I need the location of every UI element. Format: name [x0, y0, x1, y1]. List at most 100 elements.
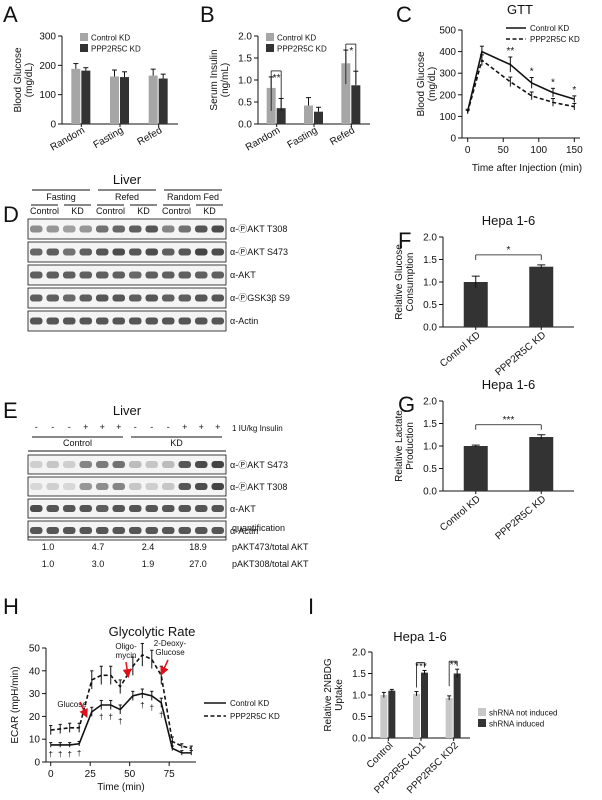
- bar-not-induced: [413, 693, 420, 738]
- sig-label: ***: [415, 661, 427, 672]
- blot-e-row-band: [128, 527, 142, 534]
- y-tick-label: 1.5: [423, 419, 437, 430]
- blot-e-row-band: [194, 505, 208, 512]
- blot-d-row-band: [112, 225, 126, 233]
- blot-d-row-band: [29, 294, 43, 302]
- blot-d-row-band: [128, 225, 142, 233]
- blot-e-row-band: [211, 527, 225, 534]
- blot-e-row-band: [95, 505, 109, 512]
- blot-d-row-band: [145, 248, 159, 256]
- blot-d-row-band: [194, 317, 208, 325]
- panel-g: G 0.0 0.5 1.0 1.5 2.0 Relative LactateProducti…: [394, 377, 574, 542]
- bar-refed-control: [341, 63, 351, 124]
- blot-e-row-band: [161, 527, 175, 534]
- blot-e-row-band: [46, 527, 60, 534]
- y-axis-label-line: Relative 2NBDG: [323, 658, 334, 732]
- blot-d-row-band: [79, 271, 93, 279]
- y-tick-label: 1.5: [423, 255, 437, 266]
- annotation-line: 2-Deoxy-: [154, 639, 187, 648]
- legend-label: shRNA not induced: [489, 709, 558, 718]
- blot-e-row-band: [128, 483, 142, 490]
- blot-d-row-band: [79, 225, 93, 233]
- y-tick-label: 300: [439, 69, 456, 80]
- bar-not-induced: [380, 695, 388, 738]
- y-axis-label: Relative GlucoseConsumption: [394, 244, 416, 320]
- blot-e-row-band: [211, 483, 225, 490]
- insulin-sign: -: [35, 422, 38, 432]
- blot-d-row-band: [194, 248, 208, 256]
- blot-d-row-band: [211, 271, 225, 279]
- y-axis-label-line: Uptake: [334, 679, 345, 711]
- y-tick-label: 0: [50, 120, 56, 131]
- blot-group-label: KD: [170, 438, 183, 448]
- blot-d-row-box: [27, 287, 227, 309]
- blot-group-label: Control: [63, 438, 92, 448]
- blot-group-label: Random Fed: [167, 192, 219, 202]
- legend-label: shRNA induced: [489, 720, 544, 729]
- blot-d-row-band: [29, 271, 43, 279]
- bar-fasting-control: [110, 76, 119, 124]
- insulin-sign: +: [215, 422, 220, 432]
- y-tick-label: 20: [29, 712, 41, 723]
- y-axis-label: Blood Glucose(mg/dL): [13, 47, 35, 112]
- x-tick-label: 0: [48, 769, 54, 780]
- insulin-sign: +: [182, 422, 187, 432]
- blot-e-row-band: [145, 461, 159, 468]
- dagger-mark: †: [58, 750, 62, 759]
- blot-e-row-band: [62, 483, 76, 490]
- y-tick-label: 1.5: [352, 669, 366, 680]
- annotation-line: Glucose: [155, 648, 185, 657]
- blot-e-row-band: [211, 461, 225, 468]
- blot-d-row-band: [79, 248, 93, 256]
- blot-e-row-band: [161, 461, 175, 468]
- blot-e-row-band: [178, 527, 192, 534]
- blot-e-row-band: [112, 483, 126, 490]
- blot-title: Liver: [113, 172, 142, 187]
- blot-row-label: α-ⓅAKT S473: [230, 460, 288, 470]
- blot-d-row-band: [194, 294, 208, 302]
- y-axis-label-line: Relative Glucose: [394, 244, 405, 320]
- panel-letter-e: E: [3, 398, 18, 423]
- blot-row-label: α-ⓅAKT T308: [230, 224, 287, 234]
- y-tick-label: 1.0: [423, 442, 437, 453]
- dagger-mark: †: [150, 703, 154, 712]
- y-axis-label-line: (mg/dL): [24, 63, 35, 97]
- y-tick-label: 0.5: [423, 464, 437, 475]
- y-axis-label: Blood Glucose(mg/dL): [416, 51, 438, 116]
- y-tick-label: 10: [29, 735, 41, 746]
- bar-fasting-kd: [314, 111, 323, 124]
- series-line-kd: [466, 58, 575, 113]
- blot-e-row-band: [62, 505, 76, 512]
- blot-d-row-band: [145, 225, 159, 233]
- blot-d-row-band: [112, 271, 126, 279]
- legend-label: Control KD: [530, 24, 569, 33]
- blot-e-row-band: [161, 505, 175, 512]
- dagger-mark: †: [159, 710, 163, 719]
- x-axis-label: Time after Injection (min): [472, 163, 582, 174]
- y-axis-label-line: Production: [405, 422, 416, 470]
- y-axis-label-line: Consumption: [405, 253, 416, 312]
- blot-e-row-band: [178, 461, 192, 468]
- blot-d-row-band: [145, 271, 159, 279]
- blot-d-row-band: [62, 317, 76, 325]
- dagger-mark: †: [67, 750, 71, 759]
- blot-subgroup-label: Control: [162, 206, 191, 216]
- y-tick-label: 30: [29, 689, 41, 700]
- blot-e-row-box: [27, 454, 227, 475]
- bar-random-kd: [276, 108, 286, 124]
- blot-d-row-band: [128, 317, 142, 325]
- blot-group-label: Refed: [115, 192, 139, 202]
- x-tick-label-fasting: Fasting: [286, 125, 320, 151]
- bar-random-kd: [81, 70, 91, 124]
- bar-fasting-kd: [120, 77, 129, 124]
- y-tick-label: 1.0: [423, 278, 437, 289]
- y-tick-label: 50: [29, 644, 41, 655]
- quant-value: 27.0: [189, 559, 207, 569]
- blot-row-label: α-Actin: [230, 316, 258, 326]
- blot-d-row-band: [161, 271, 175, 279]
- y-tick-label: 2.0: [423, 397, 437, 408]
- y-axis-label-line: Relative Lactate: [394, 410, 405, 482]
- blot-d-row-band: [79, 294, 93, 302]
- bar-induced: [453, 673, 461, 738]
